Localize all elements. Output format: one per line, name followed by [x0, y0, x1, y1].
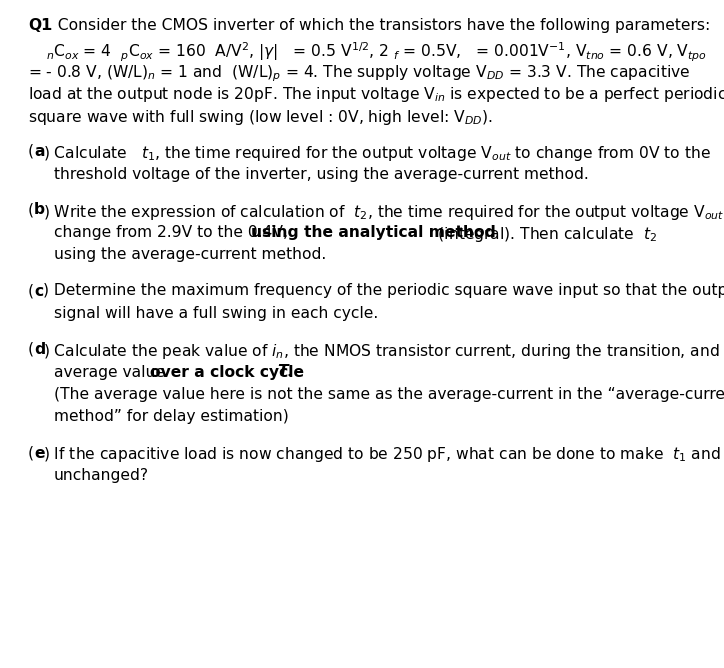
Text: (The average value here is not the same as the average-current in the “average-c: (The average value here is not the same …	[54, 387, 724, 402]
Text: signal will have a full swing in each cycle.: signal will have a full swing in each cy…	[54, 306, 378, 321]
Text: (integral). Then calculate  $t_2$: (integral). Then calculate $t_2$	[433, 225, 657, 244]
Text: .: .	[286, 365, 291, 379]
Text: = - 0.8 V, (W/L)$_n$ = 1 and  (W/L)$_p$ = 4. The supply voltage V$_{DD}$ = 3.3 V: = - 0.8 V, (W/L)$_n$ = 1 and (W/L)$_p$ =…	[28, 63, 691, 84]
Text: (: (	[28, 446, 34, 460]
Text: $_n$C$_{ox}$ = 4  $_p$C$_{ox}$ = 160  A/V$^2$, |$\gamma$|   = 0.5 V$^{1/2}$, 2 $: $_n$C$_{ox}$ = 4 $_p$C$_{ox}$ = 160 A/V$…	[46, 41, 707, 64]
Text: using the analytical method: using the analytical method	[251, 225, 496, 240]
Text: average value: average value	[54, 365, 170, 379]
Text: method” for delay estimation): method” for delay estimation)	[54, 409, 289, 424]
Text: d: d	[34, 342, 45, 357]
Text: . Consider the CMOS inverter of which the transistors have the following paramet: . Consider the CMOS inverter of which th…	[48, 18, 710, 33]
Text: ) Calculate the peak value of $i_n$, the NMOS transistor current, during the tra: ) Calculate the peak value of $i_n$, the…	[43, 342, 724, 361]
Text: e: e	[34, 446, 44, 460]
Text: change from 2.9V to the 0.4V,: change from 2.9V to the 0.4V,	[54, 225, 293, 240]
Text: c: c	[34, 283, 43, 299]
Text: ) Write the expression of calculation of  $t_2$, the time required for the outpu: ) Write the expression of calculation of…	[43, 202, 724, 222]
Text: (: (	[28, 283, 34, 299]
Text: (: (	[28, 144, 34, 159]
Text: square wave with full swing (low level : 0V, high level: V$_{DD}$).: square wave with full swing (low level :…	[28, 108, 493, 127]
Text: using the average-current method.: using the average-current method.	[54, 248, 327, 263]
Text: load at the output node is 20pF. The input voltage V$_{in}$ is expected to be a : load at the output node is 20pF. The inp…	[28, 86, 724, 104]
Text: a: a	[34, 144, 44, 159]
Text: threshold voltage of the inverter, using the average-current method.: threshold voltage of the inverter, using…	[54, 166, 589, 182]
Text: unchanged?: unchanged?	[54, 468, 149, 483]
Text: (: (	[28, 202, 34, 218]
Text: Q1: Q1	[28, 18, 52, 33]
Text: ) If the capacitive load is now changed to be 250 pF, what can be done to make  : ) If the capacitive load is now changed …	[43, 446, 724, 464]
Text: T: T	[277, 365, 287, 379]
Text: ) Calculate   $t_1$, the time required for the output voltage V$_{out}$ to chang: ) Calculate $t_1$, the time required for…	[43, 144, 711, 163]
Text: ) Determine the maximum frequency of the periodic square wave input so that the : ) Determine the maximum frequency of the…	[43, 283, 724, 299]
Text: b: b	[34, 202, 45, 218]
Text: over a clock cycle: over a clock cycle	[150, 365, 309, 379]
Text: (: (	[28, 342, 34, 357]
